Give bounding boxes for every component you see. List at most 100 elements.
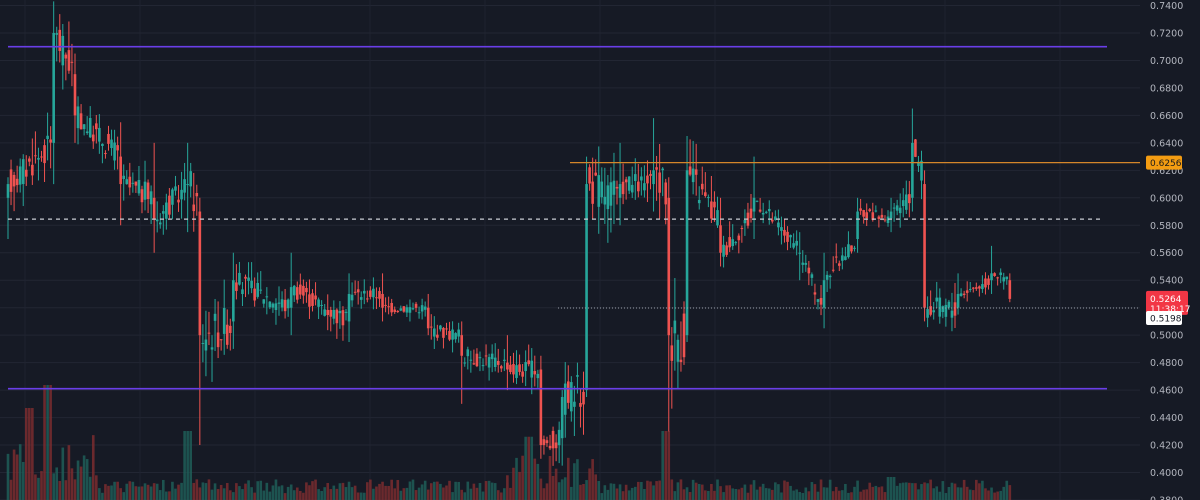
volume-bar-135 [417,487,421,500]
volume-bar-328 [1005,480,1009,500]
candle-body-316 [968,288,972,290]
volume-bar-303 [929,479,932,500]
candle-body-187 [576,375,579,377]
candle-body-2 [12,174,16,187]
candle-body-266 [816,299,820,302]
volume-bar-288 [883,492,887,500]
volume-bar-32 [104,484,107,500]
candle-body-77 [241,289,244,295]
candle-body-108 [335,309,339,324]
candle-body-57 [180,189,183,200]
volume-bar-321 [984,488,987,500]
volume-bar-78 [244,483,247,500]
candle-body-90 [280,299,284,308]
candle-body-69 [216,332,220,348]
volume-bar-185 [570,486,573,500]
candle-body-74 [232,280,235,322]
volume-bar-245 [752,480,756,500]
volume-bar-166 [512,467,515,500]
volume-bar-195 [600,493,604,500]
volume-bar-182 [560,479,564,500]
volume-bar-157 [484,481,488,500]
volume-bar-56 [177,484,180,500]
candle-body-272 [834,256,838,258]
volume-bar-140 [433,481,436,500]
volume-bar-36 [116,481,119,500]
volume-bar-301 [923,482,926,500]
volume-bar-175 [539,478,543,500]
candle-body-126 [390,302,393,313]
volume-bar-94 [292,490,296,500]
volume-bar-210 [646,480,649,500]
candle-body-283 [868,209,872,212]
volume-bar-152 [469,488,473,500]
price-tick-label: 0.3800 [1150,496,1183,500]
volume-bar-184 [566,457,570,500]
candle-body-207 [637,181,640,192]
volume-bar-283 [868,482,872,500]
candle-body-20 [67,50,71,71]
candle-body-193 [594,172,597,176]
candle-body-254 [780,227,783,231]
candle-body-85 [265,296,269,298]
candle-body-127 [393,309,397,312]
volume-bar-205 [630,487,634,500]
volume-bar-208 [640,481,643,500]
candle-body-267 [819,298,823,305]
candle-body-181 [557,429,561,446]
candle-body-275 [844,256,847,260]
candle-body-48 [152,197,156,219]
horizontal-levels[interactable] [8,45,1140,390]
volume-bar-102 [317,489,320,500]
candle-body-140 [433,328,436,337]
volume-bar-256 [786,481,789,500]
volume-bar-327 [1002,486,1006,500]
candle-body-173 [533,371,537,375]
volume-bar-201 [618,484,622,500]
volume-bar-90 [280,485,284,500]
volume-bar-112 [347,481,351,500]
candle-body-220 [676,339,680,362]
candle-body-60 [189,171,193,187]
volume-bar-126 [390,479,393,500]
volume-bar-305 [935,486,939,500]
volume-bar-326 [999,490,1002,500]
volume-bar-8 [31,408,34,500]
volume-bar-3 [15,454,19,500]
candle-body-311 [953,302,957,316]
volume-bar-74 [232,492,235,500]
candle-body-176 [542,439,546,446]
candle-body-103 [320,304,323,306]
candle-body-326 [999,272,1002,276]
candle-body-162 [499,366,503,369]
candle-body-189 [582,391,585,405]
candle-body-104 [323,309,326,316]
candle-body-315 [965,290,969,293]
candle-body-54 [171,189,174,205]
candle-body-82 [256,282,259,297]
candle-body-124 [384,304,387,306]
candle-body-175 [539,369,543,446]
volume-bar-147 [454,481,457,500]
volume-bar-255 [783,480,786,500]
volume-bar-246 [755,489,759,500]
volume-bar-51 [161,479,165,500]
candle-body-23 [76,106,80,129]
candle-body-319 [978,286,981,289]
candle-body-117 [362,290,366,294]
volume-bar-80 [250,487,253,500]
volume-bar-158 [487,480,491,500]
candle-body-53 [168,195,171,215]
candle-body-97 [302,285,305,296]
candle-body-88 [274,303,278,310]
volume-bar-179 [551,475,555,500]
candle-body-199 [612,180,616,195]
candle-body-34 [110,139,113,149]
candle-body-190 [585,184,588,391]
candle-body-122 [378,291,381,299]
candle-body-201 [618,184,622,198]
volume-bar-101 [314,479,317,500]
volume-bar-317 [971,490,975,500]
volume-bar-286 [877,487,881,500]
